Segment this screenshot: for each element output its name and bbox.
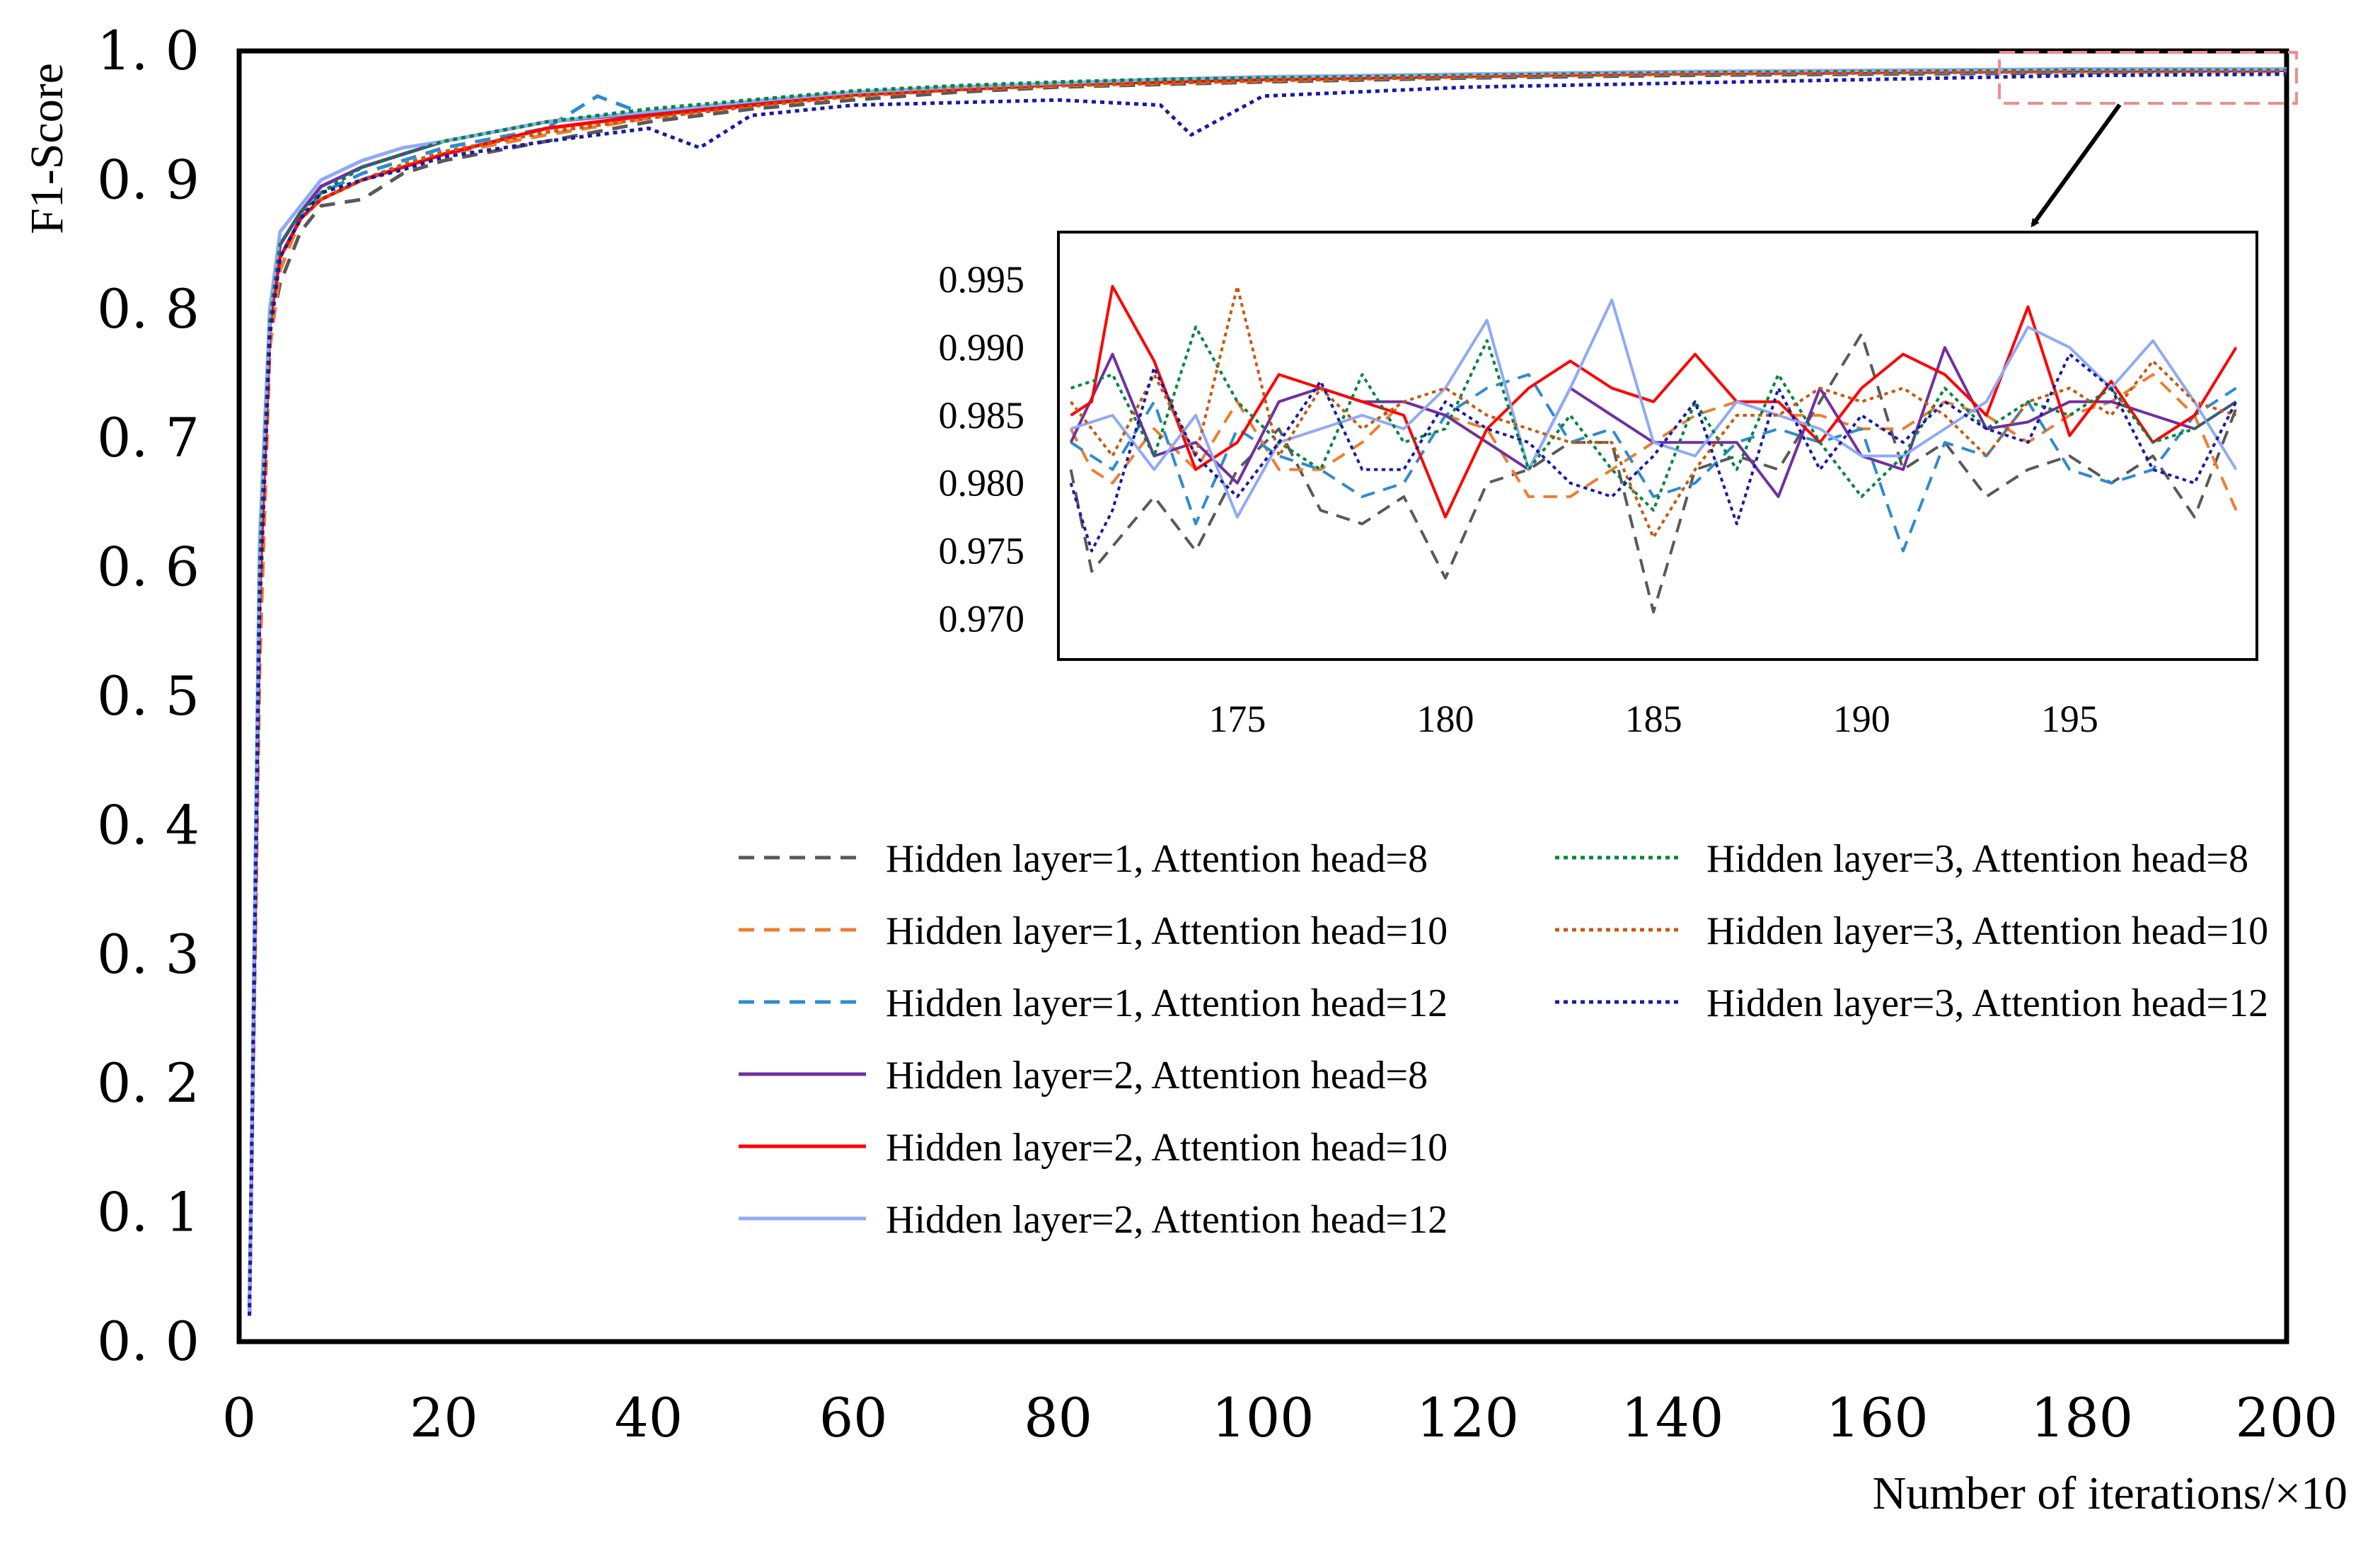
legend-label-9: Hidden layer=3, Attention head=12	[1706, 981, 2268, 1025]
inset-x-axis-ticks: 175 180 185 190 195	[1208, 698, 2098, 740]
legend: Hidden layer=1, Attention head=8 Hidden l…	[739, 837, 2268, 1242]
x-tick-label: 180	[2030, 1386, 2133, 1449]
series-line-6	[248, 67, 2287, 1316]
x-tick-label: 200	[2235, 1386, 2338, 1449]
x-tick-label: 60	[819, 1386, 888, 1449]
legend-label-7: Hidden layer=3, Attention head=8	[1706, 837, 2248, 881]
inset-frame	[1057, 231, 2258, 661]
inset-series-line-1	[1069, 332, 2238, 613]
inset-x-tick-label: 190	[1833, 698, 1890, 740]
y-axis-label: F1-Score	[21, 63, 73, 234]
inset-series-line-7	[1070, 325, 2237, 512]
legend-label-3: Hidden layer=1, Attention head=12	[886, 981, 1448, 1025]
series-line-2	[248, 69, 2287, 1316]
x-tick-label: 0	[222, 1386, 256, 1449]
legend-label-8: Hidden layer=3, Attention head=10	[1706, 909, 2268, 953]
inset-x-tick-label: 185	[1625, 698, 1682, 740]
inset-y-tick-label: 0.975	[939, 530, 1025, 572]
inset-series-line-3	[1070, 373, 2237, 553]
inset-series-line-5	[1070, 284, 2238, 519]
legend-label-4: Hidden layer=2, Attention head=8	[886, 1054, 1428, 1097]
y-tick-label: 0. 3	[97, 923, 200, 986]
y-axis-ticks: 0. 0 0. 1 0. 2 0. 3 0. 4 0. 5 0. 6 0. 7 0. 8 0. 9…	[97, 19, 200, 1373]
y-tick-label: 0. 2	[97, 1052, 200, 1114]
zoom-region-box	[1998, 51, 2298, 105]
inset-series-line-9	[1069, 352, 2238, 553]
y-tick-label: 0. 8	[97, 277, 200, 340]
series-line-7	[248, 68, 2287, 1316]
inset-y-axis-ticks: 0.970 0.975 0.980 0.985 0.990 0.995	[939, 258, 1025, 640]
y-tick-label: 1. 0	[97, 19, 200, 82]
x-tick-label: 100	[1211, 1386, 1314, 1449]
x-axis-ticks: 0 20 40 60 80 100 120 140 160 180 200	[222, 1386, 2338, 1449]
inset-series-line-2	[1069, 373, 2238, 511]
y-tick-label: 0. 4	[97, 793, 200, 856]
x-tick-label: 20	[410, 1386, 478, 1449]
inset-y-tick-label: 0.995	[939, 258, 1025, 301]
inset-series-group	[1069, 284, 2238, 613]
y-tick-label: 0. 6	[97, 536, 200, 599]
legend-label-2: Hidden layer=1, Attention head=10	[886, 909, 1448, 953]
inset-y-tick-label: 0.970	[939, 597, 1025, 640]
legend-label-5: Hidden layer=2, Attention head=10	[886, 1126, 1448, 1170]
x-tick-label: 80	[1024, 1386, 1092, 1449]
inset-y-tick-label: 0.980	[939, 462, 1025, 505]
y-tick-label: 0. 9	[97, 148, 200, 211]
y-tick-label: 0. 5	[97, 664, 200, 727]
y-tick-label: 0. 0	[97, 1310, 200, 1373]
main-series-group	[248, 67, 2287, 1316]
y-tick-label: 0. 7	[97, 406, 200, 469]
inset-x-tick-label: 195	[2041, 698, 2098, 740]
series-line-9	[248, 72, 2287, 1316]
series-line-1	[248, 68, 2287, 1316]
x-tick-label: 40	[614, 1386, 683, 1449]
inset-y-tick-label: 0.985	[939, 394, 1025, 437]
legend-label-1: Hidden layer=1, Attention head=8	[886, 837, 1428, 881]
inset-y-tick-label: 0.990	[939, 326, 1025, 369]
legend-label-6: Hidden layer=2, Attention head=12	[886, 1198, 1448, 1242]
x-tick-label: 140	[1621, 1386, 1723, 1449]
y-tick-label: 0. 1	[97, 1181, 200, 1244]
x-tick-label: 120	[1416, 1386, 1519, 1449]
inset-series-line-6	[1070, 298, 2238, 519]
inset-x-tick-label: 175	[1208, 698, 1266, 740]
x-axis-label: Number of iterations/×10	[1873, 1468, 2347, 1519]
x-tick-label: 160	[1826, 1386, 1929, 1449]
zoom-arrow	[2030, 103, 2122, 228]
inset-x-tick-label: 180	[1417, 698, 1474, 740]
